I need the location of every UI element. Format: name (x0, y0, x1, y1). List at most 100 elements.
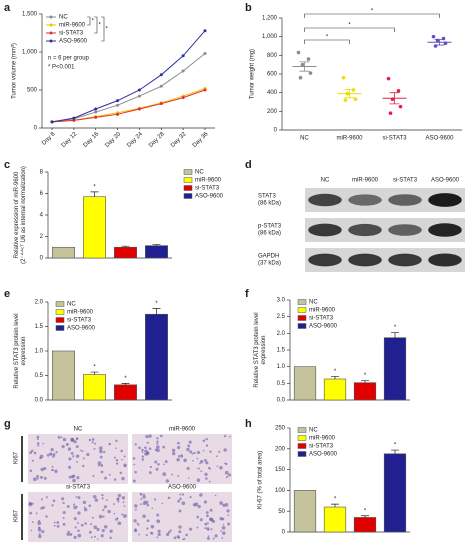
nucleus (141, 451, 144, 454)
nucleus (98, 446, 103, 451)
legend-label: miR-9600 (59, 23, 86, 29)
y-tick-label: 600 (267, 72, 278, 78)
legend-label: miR-9600 (309, 308, 336, 314)
bar (145, 245, 168, 259)
nucleus (79, 449, 82, 452)
nucleus (71, 474, 75, 479)
note: * P<0.001 (48, 65, 75, 71)
nucleus (65, 442, 69, 446)
series-line (51, 53, 206, 123)
point (300, 62, 305, 67)
nucleus (109, 529, 113, 533)
panel-letter: f (245, 288, 249, 300)
significance-label: * (364, 508, 367, 514)
y-tick-label: 1.5 (277, 348, 286, 354)
legend-swatch (55, 309, 65, 315)
nucleus (146, 441, 149, 444)
legend-label: miR-9600 (67, 310, 94, 316)
y-tick-label: 200 (275, 446, 286, 452)
nucleus (155, 445, 160, 449)
nucleus (112, 503, 115, 505)
nucleus (138, 446, 141, 450)
nucleus (52, 499, 56, 503)
blot-row-label: GAPDH (258, 254, 279, 260)
nucleus (83, 506, 86, 509)
nucleus (72, 478, 76, 483)
ihc-image (132, 434, 232, 484)
nucleus (157, 529, 161, 533)
panel-letter: d (245, 159, 252, 171)
nucleus (50, 447, 54, 452)
nucleus (117, 500, 120, 503)
nucleus (62, 516, 65, 520)
significance-bracket (87, 16, 91, 26)
nucleus (91, 441, 94, 444)
nucleus (113, 512, 116, 515)
y-axis-label: Tumor volume (mm³) (12, 43, 18, 99)
nucleus (179, 493, 182, 496)
nucleus (144, 446, 147, 449)
nucleus (229, 435, 231, 438)
nucleus (165, 479, 169, 483)
nucleus (113, 478, 117, 481)
nucleus (115, 447, 117, 449)
nucleus (148, 434, 152, 438)
y-tick-label: 2.5 (277, 314, 286, 320)
nucleus (227, 522, 231, 526)
bar (293, 366, 317, 401)
significance-label: * (334, 497, 337, 503)
image-label: NC (74, 427, 83, 433)
nucleus (225, 476, 228, 479)
y-tick-label: 100 (275, 488, 286, 494)
legend-label: NC (309, 428, 318, 434)
nucleus (75, 496, 78, 498)
nucleus (157, 532, 161, 537)
nucleus (60, 436, 63, 439)
error-bar (121, 245, 130, 248)
legend-label: si-STAT3 (309, 316, 334, 322)
x-tick-label: Day 36 (192, 131, 210, 149)
point (72, 118, 76, 122)
series-line (51, 88, 206, 123)
nucleus (178, 525, 182, 529)
blot-band (428, 193, 462, 207)
nucleus (172, 451, 176, 456)
y-axis-label: Ki-67 (% of total area) (258, 451, 264, 509)
nucleus (162, 445, 166, 449)
nucleus (29, 451, 33, 454)
nucleus (206, 514, 209, 518)
legend-label: NC (309, 300, 318, 306)
significance-label: * (155, 301, 158, 307)
nucleus (140, 498, 143, 501)
nucleus (92, 474, 95, 478)
nucleus (200, 470, 203, 473)
panel-letter: g (4, 418, 11, 430)
legend-marker (49, 39, 53, 43)
legend-marker (49, 31, 53, 35)
nucleus (145, 434, 149, 439)
nucleus (196, 478, 201, 482)
nucleus (41, 530, 45, 534)
nucleus (142, 514, 146, 519)
bar (353, 517, 377, 533)
nucleus (196, 457, 199, 460)
point (306, 57, 311, 61)
blot-column-label: miR-9600 (352, 178, 379, 184)
nucleus (146, 527, 149, 530)
nucleus (133, 529, 138, 533)
nucleus (40, 498, 43, 501)
point (159, 73, 163, 77)
nucleus (162, 463, 165, 466)
bar (114, 246, 137, 259)
nucleus (42, 442, 44, 445)
nucleus (69, 533, 73, 536)
y-tick-label: 2.0 (35, 300, 44, 306)
nucleus (76, 476, 80, 480)
nucleus (67, 447, 72, 451)
nucleus (150, 531, 154, 535)
nucleus (96, 538, 99, 540)
nucleus (148, 471, 152, 475)
nucleus (82, 464, 85, 468)
significance-bracket (94, 16, 98, 34)
nucleus (37, 521, 42, 526)
